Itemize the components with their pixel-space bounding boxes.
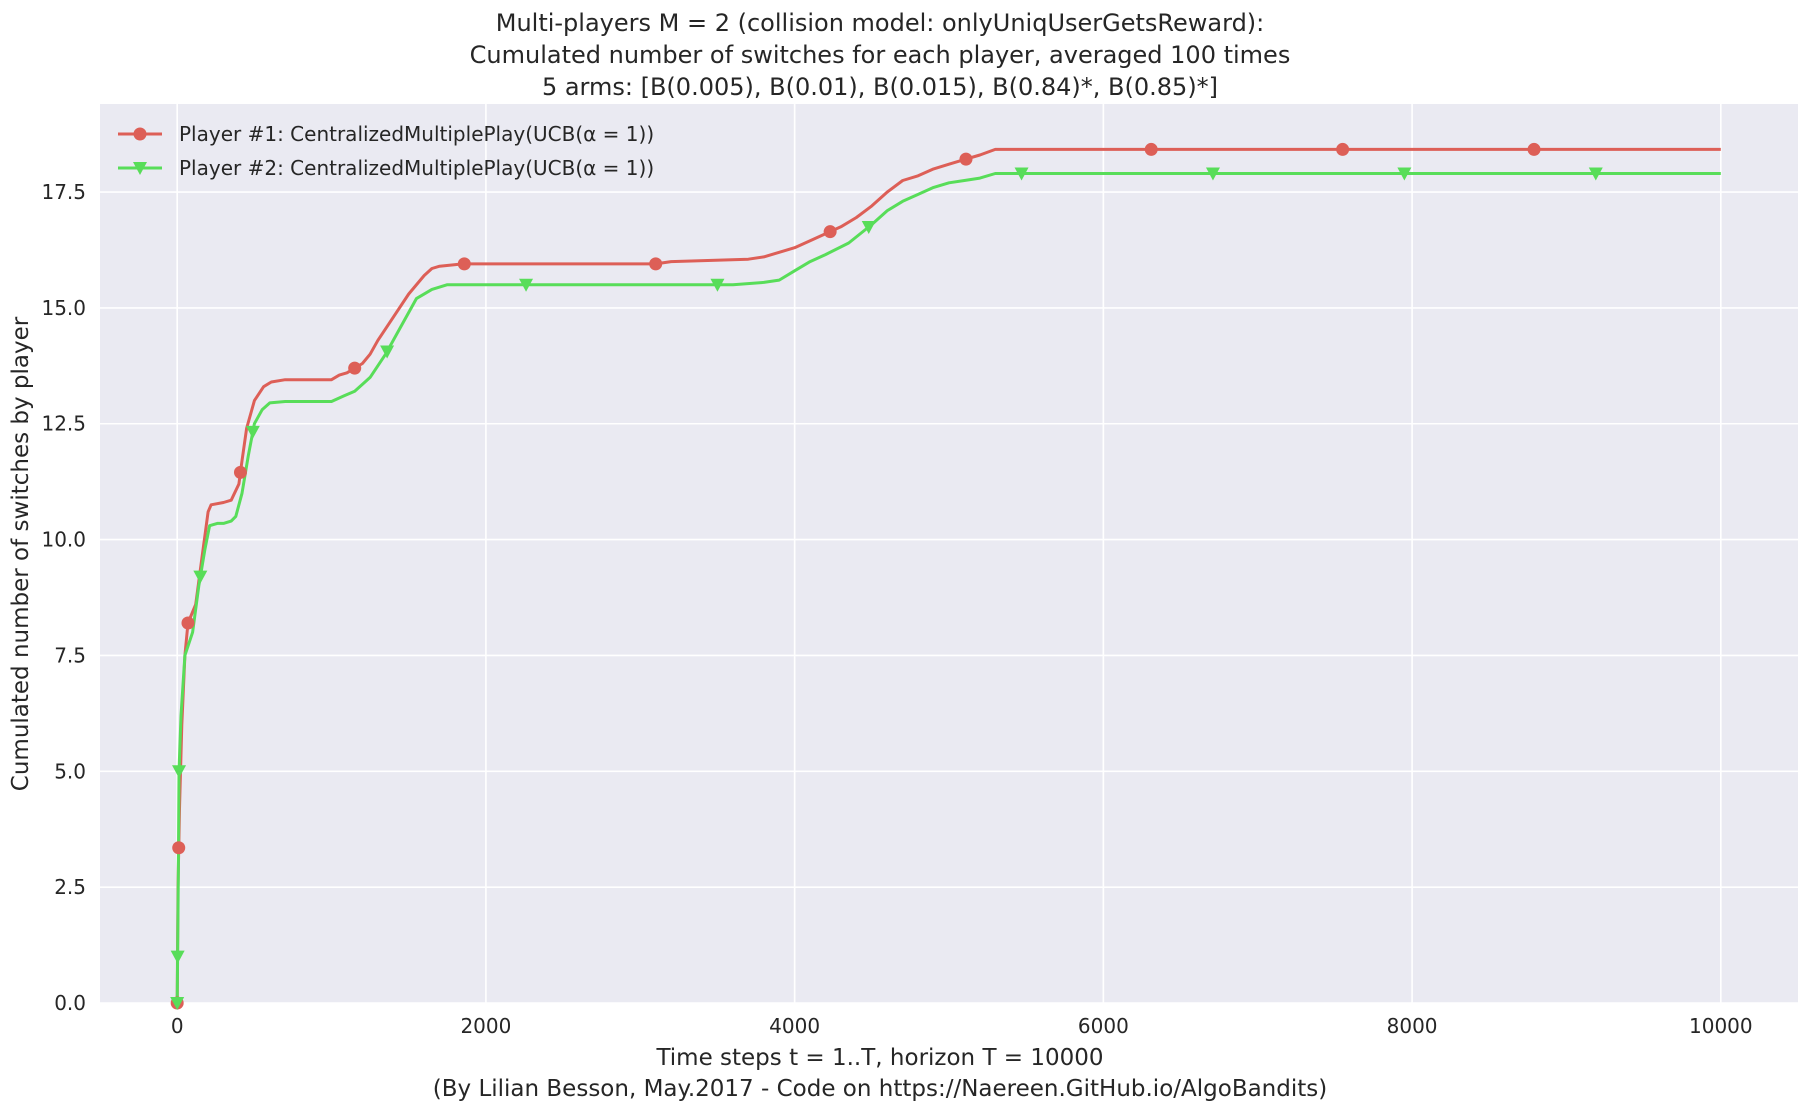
legend-marker-player-1 <box>133 127 147 141</box>
x-tick-label: 2000 <box>460 1014 511 1038</box>
data-point-player-2 <box>1397 167 1412 181</box>
data-point-player-2 <box>170 950 185 964</box>
y-tick-label: 7.5 <box>54 643 86 667</box>
series-line-player-2 <box>175 172 1721 1004</box>
y-tick-label: 2.5 <box>54 875 86 899</box>
x-tick-label: 6000 <box>1078 1014 1129 1038</box>
data-point-player-2 <box>519 278 534 292</box>
x-tick-label: 10000 <box>1689 1014 1753 1038</box>
data-point-player-2 <box>1014 167 1029 181</box>
y-tick-label: 0.0 <box>54 991 86 1015</box>
x-tick-label: 8000 <box>1387 1014 1438 1038</box>
series-line-player-1 <box>175 147 1721 1004</box>
legend-marker-player-2 <box>133 162 147 175</box>
x-tick-labels: 0 2000 4000 6000 8000 10000 <box>171 1014 1753 1038</box>
y-axis-label: Cumulated number of switches by player <box>8 316 34 791</box>
y-tick-label: 12.5 <box>41 412 86 436</box>
data-point-player-2 <box>245 425 260 439</box>
data-point-player-2 <box>170 997 185 1010</box>
legend-label-player-2: Player #2: CentralizedMultiplePlay(UCB(α… <box>179 156 654 180</box>
x-tick-label: 4000 <box>769 1014 820 1038</box>
data-point-player-2 <box>172 765 187 779</box>
series-markers <box>170 142 1603 1010</box>
data-point-player-1 <box>181 616 195 630</box>
chart-title-line-1: Multi-players M = 2 (collision model: on… <box>496 9 1265 37</box>
x-axis-label: Time steps t = 1..T, horizon T = 10000 <box>655 1045 1103 1071</box>
y-tick-label: 5.0 <box>54 759 86 783</box>
y-tick-label: 17.5 <box>41 180 86 204</box>
y-tick-label: 15.0 <box>41 296 86 320</box>
data-point-player-1 <box>1144 142 1158 156</box>
data-point-player-1 <box>649 257 663 271</box>
data-point-player-2 <box>861 220 876 234</box>
data-point-player-1 <box>348 361 362 375</box>
chart-title-line-2: Cumulated number of switches for each pl… <box>470 41 1291 69</box>
data-point-player-2 <box>710 278 725 292</box>
y-tick-labels: 0.0 2.5 5.0 7.5 10.0 12.5 15.0 17.5 <box>41 180 86 1015</box>
data-point-player-1 <box>959 152 973 166</box>
data-point-player-1 <box>823 225 837 239</box>
data-point-player-1 <box>172 841 186 855</box>
data-point-player-2 <box>193 570 208 584</box>
grid <box>100 104 1798 1004</box>
footer-credit: (By Lilian Besson, May.2017 - Code on ht… <box>433 1076 1327 1102</box>
data-point-player-1 <box>457 257 471 271</box>
plot-area <box>100 104 1798 1003</box>
data-point-player-2 <box>1205 167 1220 181</box>
data-point-player-1 <box>233 465 247 479</box>
y-tick-label: 10.0 <box>41 528 86 552</box>
series-lines <box>175 147 1721 1004</box>
data-point-player-1 <box>1336 142 1350 156</box>
legend: Player #1: CentralizedMultiplePlay(UCB(α… <box>118 122 654 180</box>
data-point-player-2 <box>1588 167 1603 181</box>
x-tick-label: 0 <box>171 1014 184 1038</box>
data-point-player-1 <box>1527 142 1541 156</box>
chart-title-line-3: 5 arms: [B(0.005), B(0.01), B(0.015), B(… <box>542 73 1218 101</box>
data-point-player-2 <box>380 345 395 359</box>
legend-label-player-1: Player #1: CentralizedMultiplePlay(UCB(α… <box>179 122 654 146</box>
